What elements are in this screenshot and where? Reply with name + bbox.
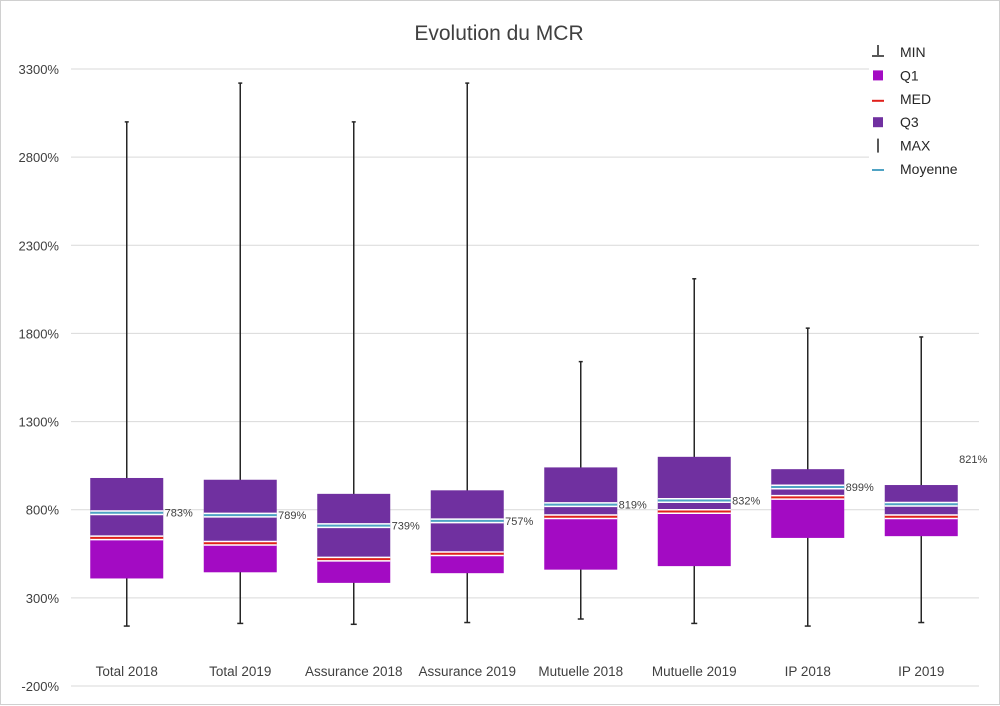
q3-box <box>657 456 731 512</box>
y-tick-label: 3300% <box>19 62 60 77</box>
x-category-label: Total 2018 <box>96 664 158 679</box>
data-label: 832% <box>732 496 760 508</box>
box-group <box>90 121 164 627</box>
legend-label: Moyenne <box>900 161 958 177</box>
x-axis-categories: Total 2018 Total 2019 Assurance 2018 Assura… <box>96 664 945 679</box>
q3-box <box>884 485 958 517</box>
legend-item: Moyenne <box>872 161 958 177</box>
legend-q1-swatch <box>873 70 883 81</box>
x-category-label: Assurance 2019 <box>418 664 516 679</box>
data-label: 819% <box>619 500 647 512</box>
y-tick-label: 300% <box>26 591 60 606</box>
legend-label: MAX <box>900 138 931 154</box>
q1-box <box>657 511 731 567</box>
legend-label: Q3 <box>900 114 919 130</box>
q1-box <box>430 553 504 574</box>
q3-box <box>203 479 277 544</box>
box-group <box>884 336 958 624</box>
q3-box <box>544 467 618 517</box>
box-series <box>90 82 958 627</box>
legend: MIN Q1 MED Q3 MAX Moyenne <box>869 39 981 185</box>
y-tick-label: -200% <box>21 679 59 694</box>
legend-item: MIN <box>872 44 926 60</box>
q1-box <box>203 543 277 573</box>
legend-background <box>869 39 981 185</box>
y-tick-label: 1800% <box>19 326 60 341</box>
x-category-label: Mutuelle 2019 <box>652 664 737 679</box>
q1-box <box>90 537 164 579</box>
box-group <box>317 121 391 626</box>
y-tick-label: 2300% <box>19 238 60 253</box>
q1-box <box>544 516 618 570</box>
x-category-label: IP 2019 <box>898 664 944 679</box>
box-group <box>657 278 731 625</box>
legend-item: Q3 <box>873 114 919 130</box>
box-group <box>544 360 618 620</box>
x-category-label: Mutuelle 2018 <box>538 664 623 679</box>
q3-box <box>771 469 845 498</box>
legend-item: MED <box>872 91 931 107</box>
data-label: 899% <box>846 482 874 494</box>
q1-box <box>884 516 958 537</box>
data-label: 789% <box>278 510 306 522</box>
data-label: 739% <box>392 521 420 533</box>
legend-item: Q1 <box>873 67 919 83</box>
y-axis-ticks: 3300% 2800% 2300% 1800% 1300% 800% 300% -200% <box>19 62 60 694</box>
y-tick-label: 1300% <box>19 415 60 430</box>
y-tick-label: 800% <box>26 503 60 518</box>
x-category-label: Assurance 2018 <box>305 664 403 679</box>
data-label: 783% <box>165 508 193 520</box>
q3-box <box>90 477 164 538</box>
legend-label: MIN <box>900 44 926 60</box>
legend-item: MAX <box>877 138 931 154</box>
box-group <box>430 82 504 624</box>
box-group <box>203 82 277 625</box>
q1-box <box>771 497 845 538</box>
x-category-label: Total 2019 <box>209 664 271 679</box>
x-category-label: IP 2018 <box>785 664 831 679</box>
box-group <box>771 327 845 627</box>
y-tick-label: 2800% <box>19 150 60 165</box>
data-labels: 783% 789% 739% 757% 819% 832% 899% 821% <box>165 454 988 533</box>
legend-label: Q1 <box>900 67 919 83</box>
chart-title: Evolution du MCR <box>414 22 583 45</box>
grid-lines <box>71 68 979 687</box>
q1-box <box>317 559 391 583</box>
legend-label: MED <box>900 91 931 107</box>
data-label: 757% <box>505 516 533 528</box>
data-label: 821% <box>959 454 987 466</box>
legend-q3-swatch <box>873 117 883 128</box>
